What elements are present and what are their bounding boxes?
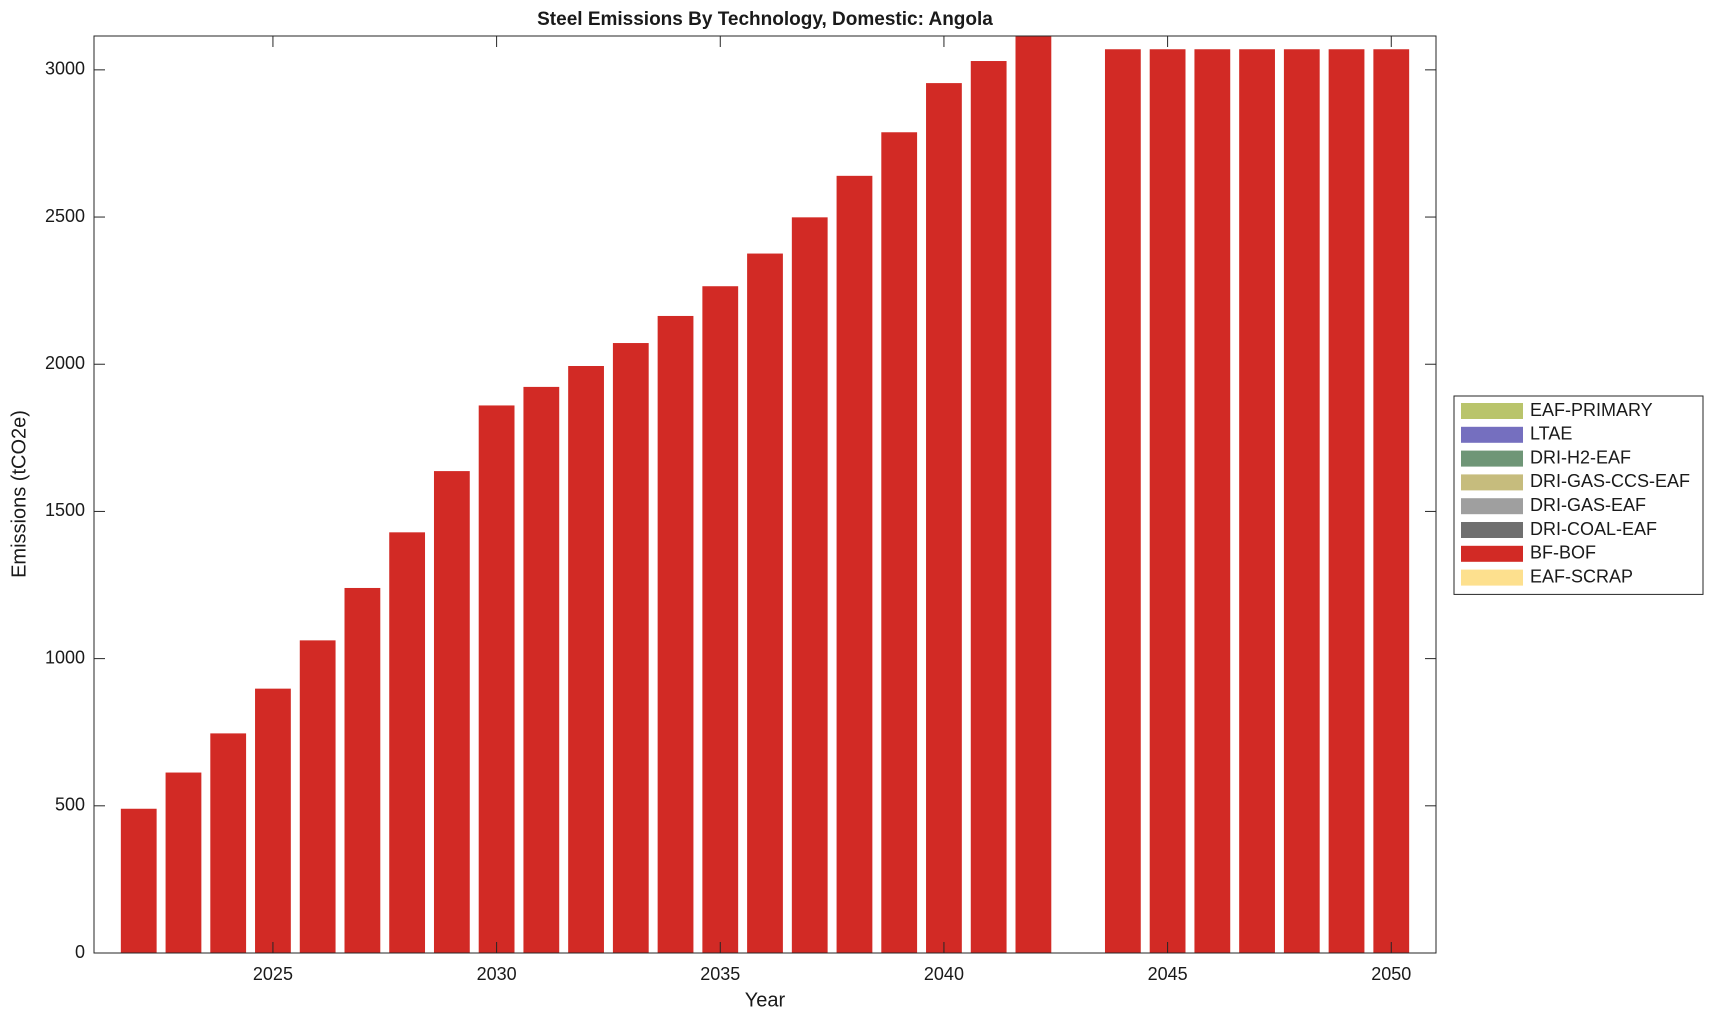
legend-swatch (1461, 426, 1523, 443)
bar-segment (791, 217, 828, 953)
legend-swatch (1461, 522, 1523, 538)
legend-swatch (1461, 450, 1523, 467)
legend-swatch (1461, 474, 1523, 491)
bar-segment (1283, 49, 1320, 953)
x-tick-label: 2030 (477, 964, 517, 984)
bar-segment (970, 61, 1007, 954)
y-tick-label: 2000 (45, 353, 85, 373)
y-tick-label: 0 (75, 942, 85, 962)
bar-segment (210, 733, 247, 953)
legend-label: LTAE (1530, 424, 1572, 444)
bar-segment (657, 315, 694, 954)
bar-segment (568, 366, 604, 953)
y-tick-label: 3000 (45, 59, 85, 79)
legend-swatch (1461, 569, 1523, 586)
x-tick-label: 2040 (924, 964, 964, 984)
x-axis-label: Year (745, 989, 786, 1011)
legend-swatch (1461, 545, 1523, 562)
bar-segment (255, 688, 291, 953)
bar-segment (747, 253, 783, 953)
bar-segment (165, 772, 202, 953)
bar-segment (1373, 49, 1410, 953)
legend-label: EAF-SCRAP (1530, 566, 1633, 586)
legend-label: DRI-COAL-EAF (1530, 519, 1657, 539)
legend-label: DRI-GAS-EAF (1530, 495, 1646, 515)
x-tick-label: 2045 (1148, 964, 1188, 984)
bar-segment (523, 386, 560, 953)
legend-swatch (1461, 403, 1523, 419)
bar-segment (612, 343, 649, 954)
bar-segment (1015, 36, 1052, 953)
bar-segment (478, 405, 515, 953)
bar-segment (344, 587, 381, 953)
bar-segment (702, 286, 739, 953)
bar-segment (389, 532, 426, 953)
x-tick-label: 2035 (700, 964, 740, 984)
bar-segment (881, 132, 918, 953)
y-tick-label: 1000 (45, 647, 85, 667)
bar-segment (433, 471, 470, 953)
legend-swatch (1461, 498, 1523, 515)
y-axis-label: Emissions (tCO2e) (8, 410, 30, 578)
plot-frame (93, 35, 1437, 954)
y-tick-label: 500 (55, 795, 85, 815)
legend-label: BF-BOF (1530, 543, 1596, 563)
legend-label: EAF-PRIMARY (1530, 400, 1653, 420)
bar-segment (926, 83, 962, 953)
y-tick-label: 1500 (45, 500, 85, 520)
bar-segment (299, 640, 336, 953)
bar-segment (120, 808, 157, 953)
legend-label: DRI-H2-EAF (1530, 447, 1631, 467)
legend-label: DRI-GAS-CCS-EAF (1530, 471, 1690, 491)
bar-segment (1239, 49, 1275, 953)
y-tick-label: 2500 (45, 206, 85, 226)
bar-segment (1104, 49, 1141, 953)
bar-segment (1149, 49, 1186, 953)
chart-title: Steel Emissions By Technology, Domestic:… (537, 9, 993, 30)
bar-segment (1328, 49, 1365, 953)
bar-segment (1194, 49, 1231, 953)
x-tick-label: 2025 (253, 964, 293, 984)
x-tick-label: 2050 (1371, 964, 1411, 984)
bar-segment (836, 175, 873, 953)
